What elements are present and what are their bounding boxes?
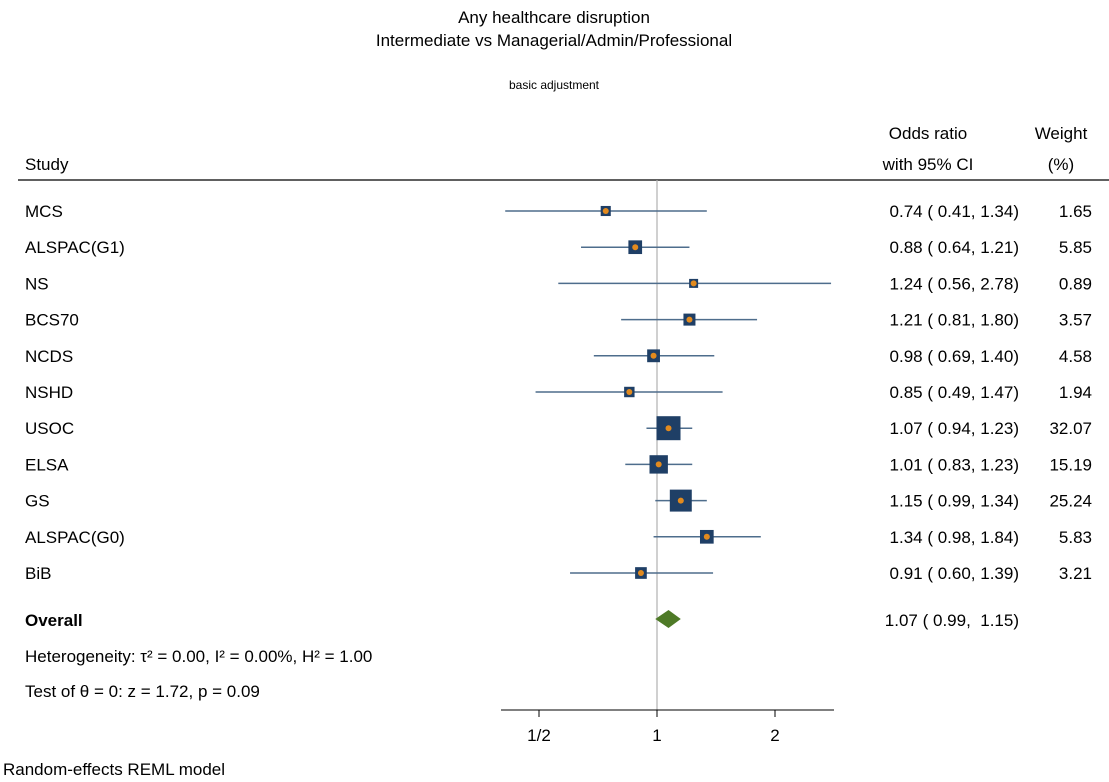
study-row: BCS70 1.21 ( 0.81, 1.80) 3.57 bbox=[25, 311, 1092, 330]
weight-text: 4.58 bbox=[1059, 347, 1092, 366]
overall-label: Overall bbox=[25, 611, 83, 630]
ci-text: 1.24 ( 0.56, 2.78) bbox=[890, 274, 1019, 293]
x-tick-label: 1/2 bbox=[527, 726, 551, 745]
study-name: NS bbox=[25, 274, 49, 293]
study-row: ALSPAC(G1) 0.88 ( 0.64, 1.21) 5.85 bbox=[25, 238, 1092, 257]
point-estimate bbox=[656, 461, 662, 467]
ci-text: 1.34 ( 0.98, 1.84) bbox=[890, 528, 1019, 547]
point-estimate bbox=[626, 389, 632, 395]
study-name: ALSPAC(G1) bbox=[25, 238, 125, 257]
chart-subtitle: basic adjustment bbox=[509, 78, 600, 92]
overall-ci-text: 1.07 ( 0.99, 1.15) bbox=[885, 611, 1019, 630]
chart-title-line2: Intermediate vs Managerial/Admin/Profess… bbox=[376, 31, 732, 50]
study-name: USOC bbox=[25, 419, 74, 438]
chart-title-line1: Any healthcare disruption bbox=[458, 8, 650, 27]
study-name: ALSPAC(G0) bbox=[25, 528, 125, 547]
weight-text: 5.85 bbox=[1059, 238, 1092, 257]
ci-text: 1.01 ( 0.83, 1.23) bbox=[890, 455, 1019, 474]
study-row: USOC 1.07 ( 0.94, 1.23) 32.07 bbox=[25, 416, 1092, 440]
study-name: NSHD bbox=[25, 383, 73, 402]
header-weight-line1: Weight bbox=[1035, 124, 1088, 143]
ci-text: 1.07 ( 0.94, 1.23) bbox=[890, 419, 1019, 438]
study-row: GS 1.15 ( 0.99, 1.34) 25.24 bbox=[25, 490, 1092, 512]
weight-text: 3.21 bbox=[1059, 564, 1092, 583]
point-estimate bbox=[651, 353, 657, 359]
ci-text: 1.21 ( 0.81, 1.80) bbox=[890, 311, 1019, 330]
study-row: BiB 0.91 ( 0.60, 1.39) 3.21 bbox=[25, 564, 1092, 583]
study-row: NS 1.24 ( 0.56, 2.78) 0.89 bbox=[25, 274, 1092, 293]
weight-text: 15.19 bbox=[1049, 455, 1092, 474]
ci-text: 0.88 ( 0.64, 1.21) bbox=[890, 238, 1019, 257]
study-name: GS bbox=[25, 492, 50, 511]
x-tick-label: 1 bbox=[652, 726, 661, 745]
ci-text: 0.91 ( 0.60, 1.39) bbox=[890, 564, 1019, 583]
x-tick-label: 2 bbox=[770, 726, 779, 745]
ci-text: 0.85 ( 0.49, 1.47) bbox=[890, 383, 1019, 402]
footnote: Random-effects REML model bbox=[3, 760, 225, 779]
weight-text: 0.89 bbox=[1059, 274, 1092, 293]
study-name: BiB bbox=[25, 564, 51, 583]
weight-text: 32.07 bbox=[1049, 419, 1092, 438]
weight-text: 1.94 bbox=[1059, 383, 1092, 402]
point-estimate bbox=[666, 425, 672, 431]
study-row: ELSA 1.01 ( 0.83, 1.23) 15.19 bbox=[25, 455, 1092, 474]
study-row: MCS 0.74 ( 0.41, 1.34) 1.65 bbox=[25, 202, 1092, 221]
point-estimate bbox=[704, 534, 710, 540]
header-weight-line2: (%) bbox=[1048, 155, 1074, 174]
point-estimate bbox=[686, 317, 692, 323]
point-estimate bbox=[691, 280, 697, 286]
weight-text: 5.83 bbox=[1059, 528, 1092, 547]
header-study: Study bbox=[25, 155, 69, 174]
x-axis-ticks: 1/2 1 2 bbox=[527, 710, 780, 745]
study-rows: MCS 0.74 ( 0.41, 1.34) 1.65 ALSPAC(G1) 0.88 … bbox=[25, 202, 1092, 583]
test-text: Test of θ = 0: z = 1.72, p = 0.09 bbox=[25, 682, 260, 701]
study-row: NSHD 0.85 ( 0.49, 1.47) 1.94 bbox=[25, 383, 1092, 402]
point-estimate bbox=[632, 244, 638, 250]
heterogeneity-text: Heterogeneity: τ² = 0.00, I² = 0.00%, H²… bbox=[25, 647, 372, 666]
ci-text: 0.74 ( 0.41, 1.34) bbox=[890, 202, 1019, 221]
header-or-line2: with 95% CI bbox=[882, 155, 974, 174]
study-name: MCS bbox=[25, 202, 63, 221]
study-name: NCDS bbox=[25, 347, 73, 366]
study-row: ALSPAC(G0) 1.34 ( 0.98, 1.84) 5.83 bbox=[25, 528, 1092, 547]
weight-text: 3.57 bbox=[1059, 311, 1092, 330]
point-estimate bbox=[638, 570, 644, 576]
weight-text: 25.24 bbox=[1049, 492, 1092, 511]
point-estimate bbox=[603, 208, 609, 214]
header-or-line1: Odds ratio bbox=[889, 124, 967, 143]
point-estimate bbox=[678, 498, 684, 504]
study-name: BCS70 bbox=[25, 311, 79, 330]
weight-text: 1.65 bbox=[1059, 202, 1092, 221]
overall-diamond bbox=[655, 610, 681, 628]
study-name: ELSA bbox=[25, 455, 69, 474]
ci-text: 1.15 ( 0.99, 1.34) bbox=[890, 492, 1019, 511]
study-row: NCDS 0.98 ( 0.69, 1.40) 4.58 bbox=[25, 347, 1092, 366]
ci-text: 0.98 ( 0.69, 1.40) bbox=[890, 347, 1019, 366]
